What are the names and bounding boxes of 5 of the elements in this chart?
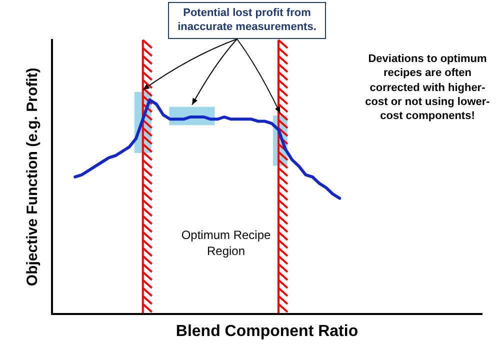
y-axis-title: Objective Function (e.g. Profit) (24, 68, 42, 286)
text: Potential lost profit from inaccurate measurements. (168, 2, 326, 39)
text: Deviations to optimum recipes are often corrected with higher-cost or not using lower-cost components! (364, 52, 491, 124)
annotation: Optimum Recipe Region (180, 228, 272, 260)
x-axis-title: Blend Component Ratio (176, 322, 358, 340)
